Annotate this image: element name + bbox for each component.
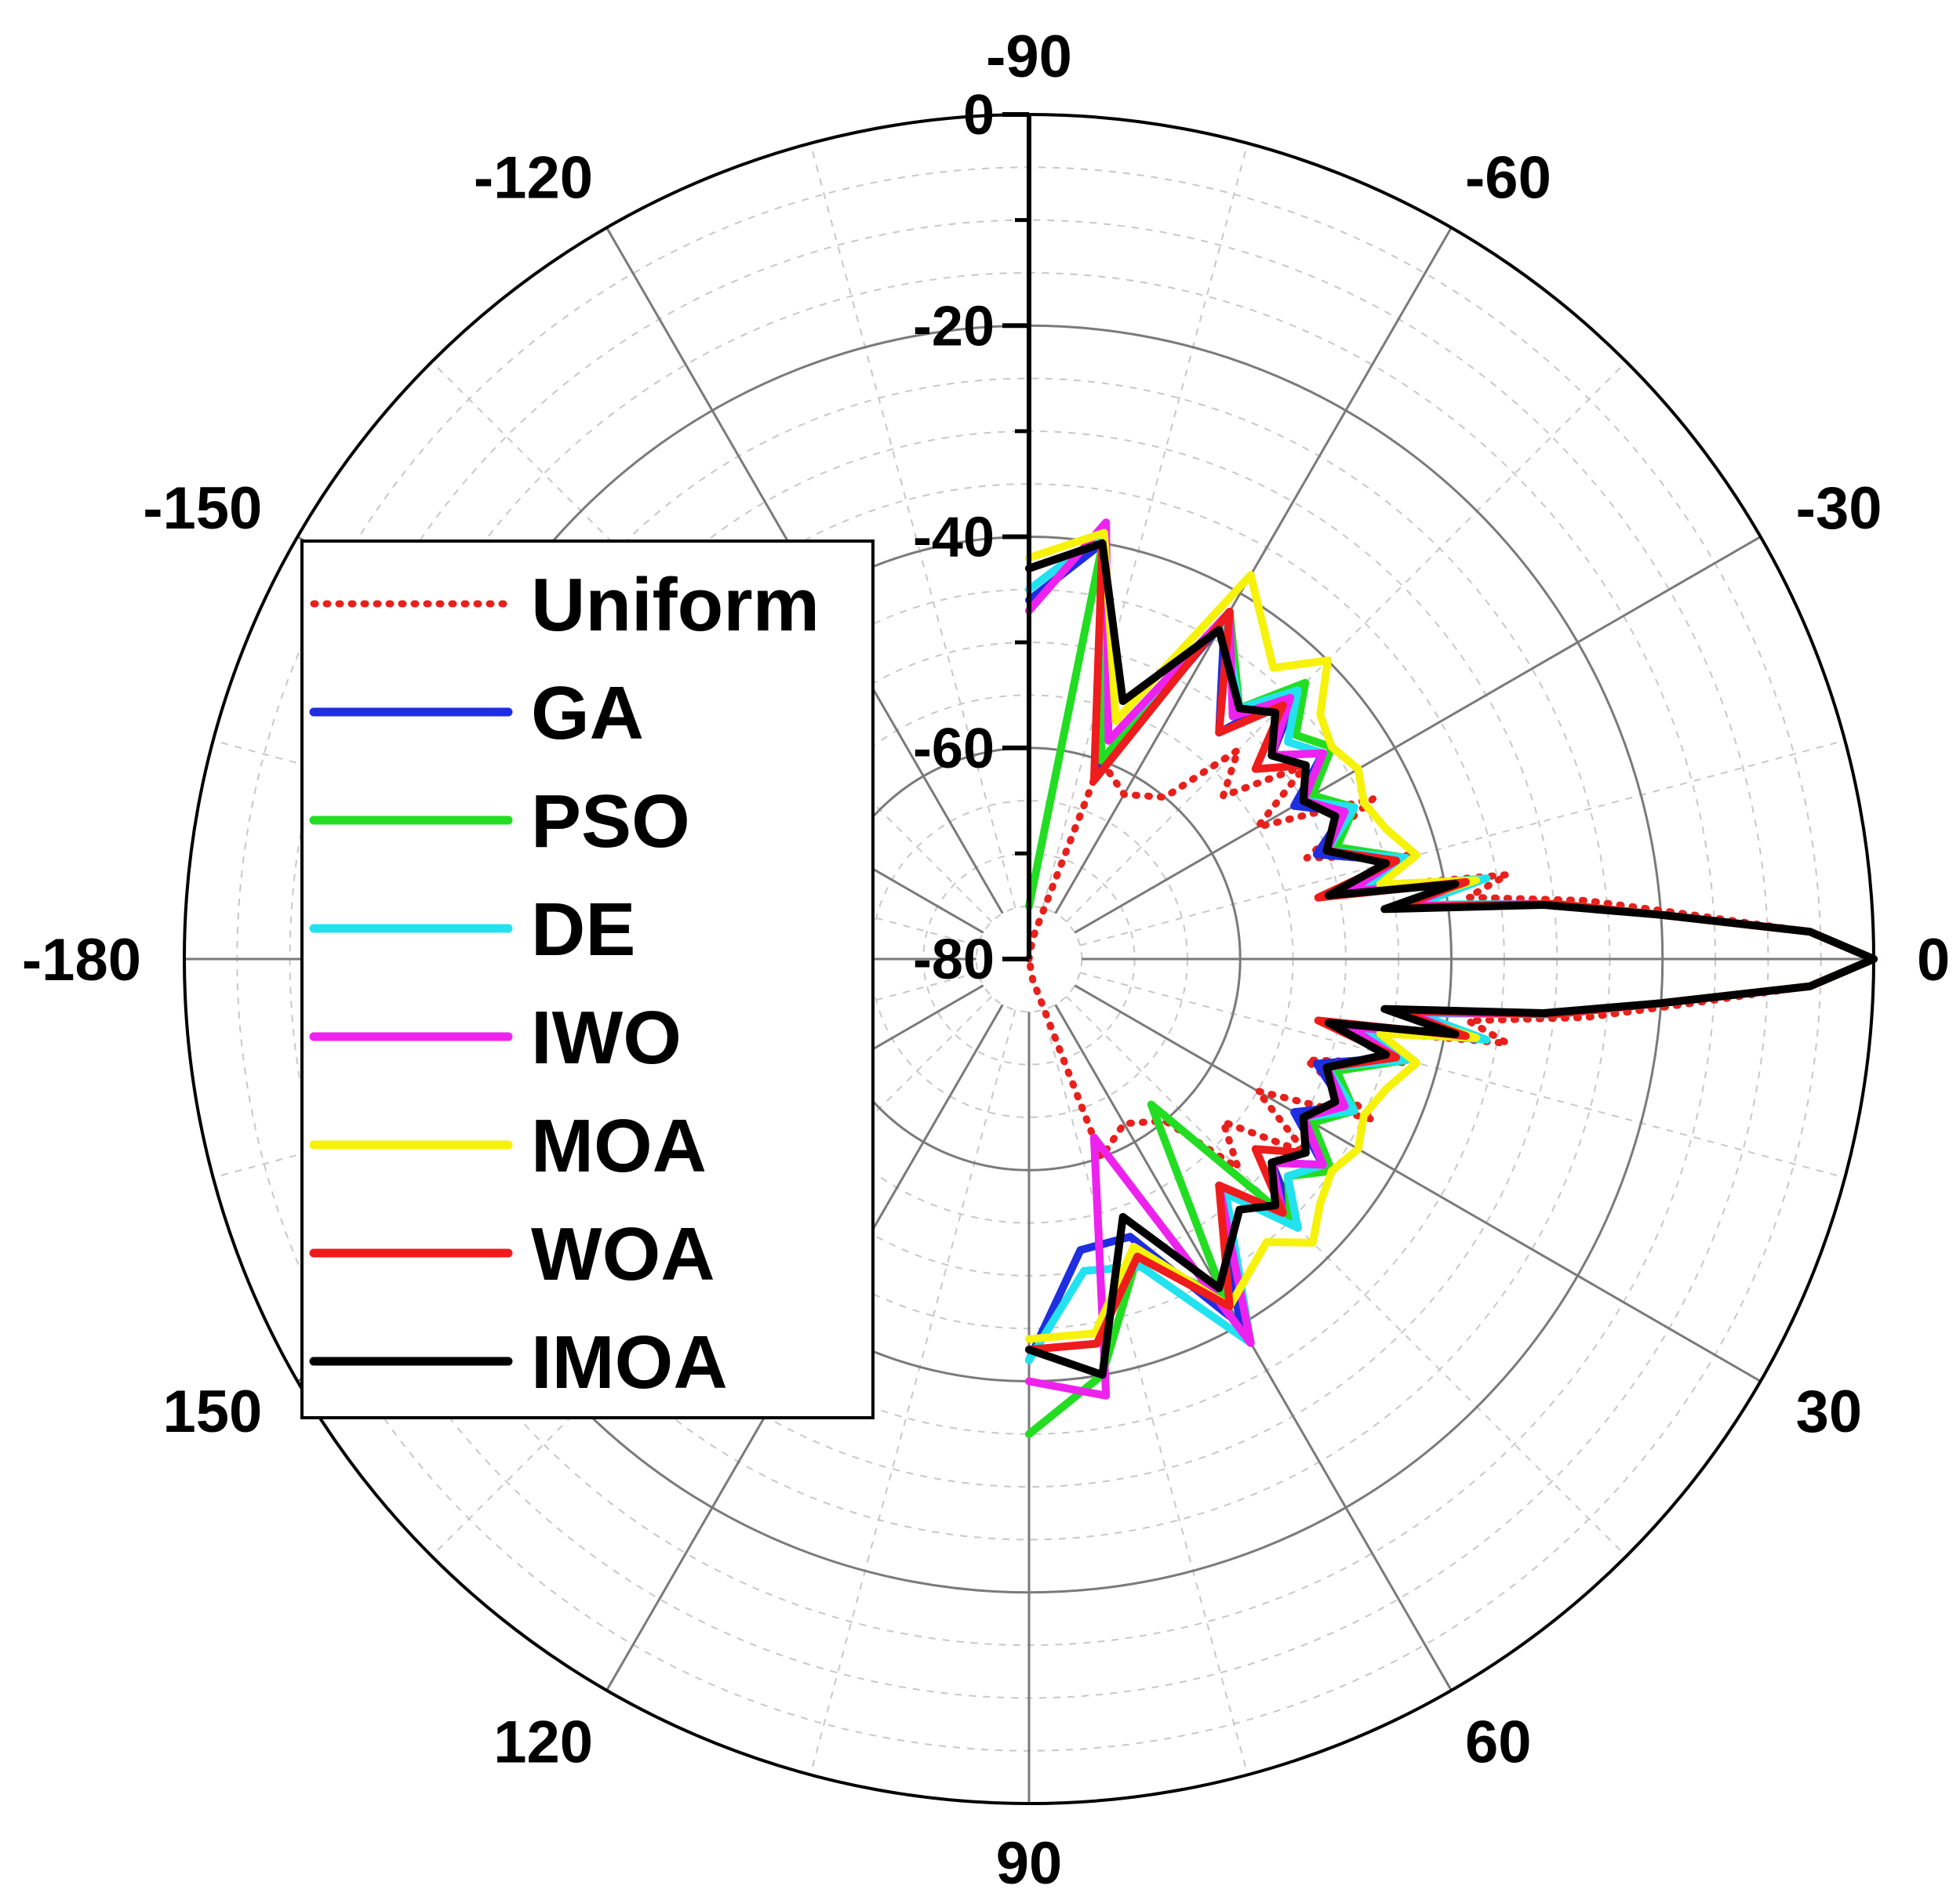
angular-tick-label: 60 xyxy=(1465,1709,1532,1776)
minor-spoke xyxy=(809,143,1016,909)
legend-label-de: DE xyxy=(531,888,635,972)
minor-spoke xyxy=(1065,361,1627,923)
angular-tick-label: 120 xyxy=(493,1709,593,1776)
angular-tick-label: -120 xyxy=(474,144,593,211)
minor-spoke xyxy=(809,1009,1016,1775)
minor-spoke xyxy=(1079,739,1845,946)
angular-tick-label: 0 xyxy=(1917,927,1950,994)
minor-spoke xyxy=(1042,143,1249,909)
radial-tick-label: -40 xyxy=(913,507,995,569)
radial-axis: 0 -20 -40 -60 -80 xyxy=(913,84,1031,991)
legend-label-ga: GA xyxy=(531,671,644,755)
angular-tick-labels: 0 -30 -60 -90 -120 -150 -180 150 120 90 60 30 xyxy=(22,24,1950,1897)
major-spoke xyxy=(1054,1004,1453,1691)
radial-tick-label: 0 xyxy=(963,84,995,147)
legend-label-uniform: Uniform xyxy=(531,563,820,647)
legend-label-woa: WOA xyxy=(531,1212,715,1296)
legend: Uniform GA PSO DE IWO MOA WOA IMOA xyxy=(300,539,875,1419)
angular-tick-label: 150 xyxy=(163,1379,263,1445)
legend-label-iwo: IWO xyxy=(531,996,682,1080)
major-spoke xyxy=(1074,984,1762,1382)
legend-label-imoa: IMOA xyxy=(531,1321,728,1404)
minor-spoke xyxy=(1065,995,1627,1557)
angular-tick-label: 90 xyxy=(996,1830,1063,1897)
angular-tick-label: -150 xyxy=(143,475,262,542)
angular-tick-label: -30 xyxy=(1796,475,1882,542)
major-spoke xyxy=(1054,227,1453,914)
legend-label-moa: MOA xyxy=(531,1104,707,1188)
series-line-imoa xyxy=(1025,539,1878,1379)
major-spoke xyxy=(1074,536,1762,934)
legend-label-pso: PSO xyxy=(531,779,690,863)
radial-tick-label: -80 xyxy=(913,928,995,991)
angular-tick-label: -180 xyxy=(22,927,141,994)
radial-tick-label: -60 xyxy=(913,717,995,780)
minor-spoke xyxy=(1079,972,1845,1179)
series-lines xyxy=(1025,518,1878,1438)
angular-tick-label: 30 xyxy=(1796,1379,1863,1445)
angular-tick-label: -90 xyxy=(986,24,1072,90)
angular-tick-label: -60 xyxy=(1465,144,1551,211)
legend-box xyxy=(300,539,875,1419)
minor-spoke xyxy=(1042,1009,1249,1775)
radial-tick-label: -20 xyxy=(913,295,995,358)
